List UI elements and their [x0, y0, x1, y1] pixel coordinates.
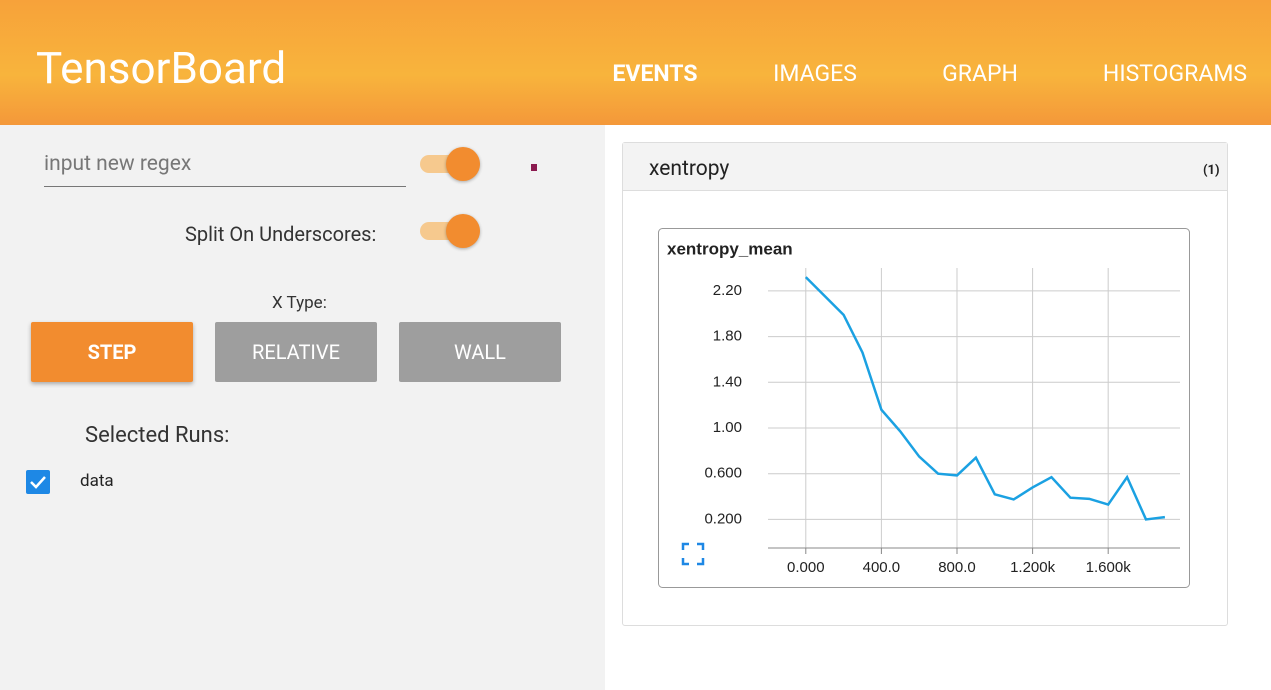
runs-label: Selected Runs: — [85, 423, 230, 448]
color-dot — [531, 164, 537, 171]
tab[interactable]: HISTOGRAMS — [1102, 60, 1248, 87]
y-tick-label: 2.20 — [713, 282, 742, 299]
card-header — [623, 143, 1227, 191]
x-type-button[interactable]: WALL — [399, 322, 561, 382]
series-line — [804, 276, 1166, 521]
x-tick-label: 1.200k — [1010, 559, 1056, 576]
x-tick-label: 400.0 — [863, 559, 901, 576]
x-tick-label: 1.600k — [1086, 559, 1132, 576]
tab[interactable]: EVENTS — [612, 60, 698, 87]
chart: xentropy_mean 0.200 0.600 1.00 1.40 1.80 2.20… — [658, 228, 1190, 588]
y-tick-label: 0.200 — [704, 510, 742, 527]
tab[interactable]: IMAGES — [773, 60, 857, 87]
sidebar — [0, 125, 605, 690]
run-name: data — [80, 471, 114, 491]
chart-title: xentropy_mean — [667, 239, 793, 258]
x-type-button[interactable]: STEP — [31, 322, 193, 382]
x-type-label: X Type: — [272, 293, 327, 313]
x-type-button[interactable]: RELATIVE — [215, 322, 377, 382]
y-tick-label: 1.00 — [713, 419, 742, 436]
x-tick-label: 800.0 — [938, 559, 976, 576]
split-label: Split On Underscores: — [185, 222, 377, 246]
y-tick-label: 1.80 — [713, 328, 742, 345]
toggle-knob[interactable] — [446, 214, 480, 248]
toggle-knob[interactable] — [446, 147, 480, 181]
fullscreen-icon[interactable] — [681, 542, 705, 566]
regex-input[interactable]: input new regex — [44, 152, 406, 187]
card-title: xentropy — [649, 157, 730, 181]
app-title: TensorBoard — [36, 42, 287, 94]
y-tick-label: 1.40 — [713, 373, 742, 390]
header: TensorBoard EVENTS IMAGES GRAPH HISTOGRA… — [0, 0, 1271, 125]
x-tick-label: 0.000 — [787, 559, 825, 576]
checkbox[interactable] — [26, 470, 50, 494]
card: xentropy (1) — [622, 142, 1228, 626]
y-tick-label: 0.600 — [704, 465, 742, 482]
chart-frame — [658, 228, 1190, 588]
tab[interactable]: GRAPH — [942, 60, 1018, 87]
card-count: (1) — [1203, 163, 1220, 178]
